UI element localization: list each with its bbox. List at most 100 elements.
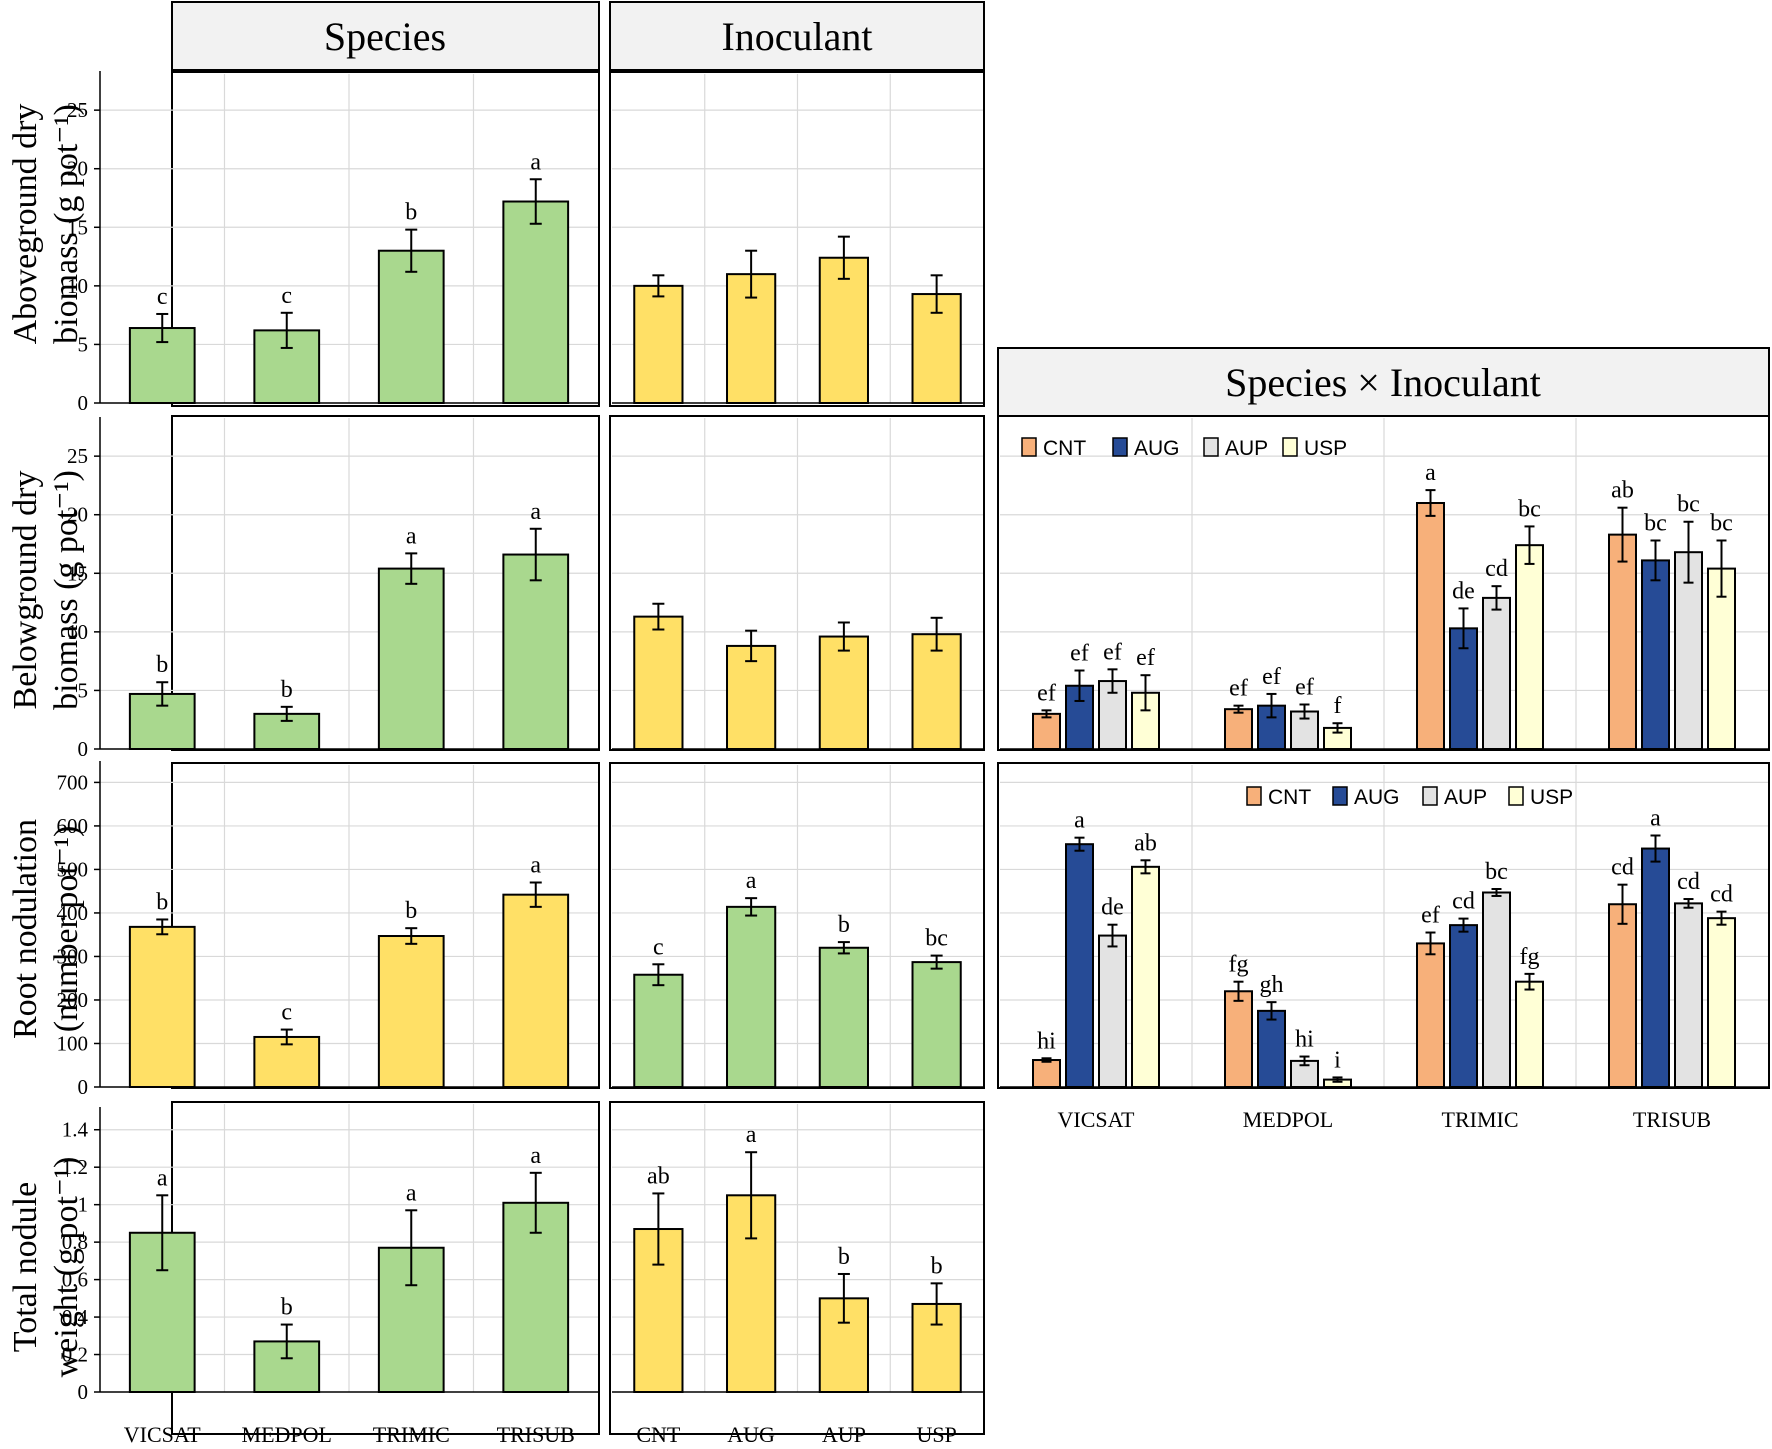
bar-trimic-usp <box>1515 980 1544 1089</box>
y-tick-label: 10 <box>67 620 88 644</box>
significance-letter: a <box>1074 808 1085 834</box>
significance-letter: ab <box>1134 830 1157 856</box>
bar-trimic-aup <box>1482 891 1511 1088</box>
significance-letter: b <box>838 912 850 938</box>
significance-letter: ab <box>1611 478 1634 504</box>
significance-letter: ef <box>1136 645 1155 671</box>
header-inoculant-label: Inoculant <box>721 14 872 59</box>
bar-trisub <box>502 200 570 404</box>
bar-vicsat-aug <box>1065 843 1094 1088</box>
y-tick-label: 700 <box>57 770 89 794</box>
bar-trisub-usp <box>1707 917 1736 1088</box>
significance-letter: de <box>1452 578 1475 604</box>
bar-trisub <box>502 1201 570 1393</box>
legend-swatch-cnt <box>1021 437 1037 457</box>
significance-letter: fg <box>1520 944 1540 970</box>
legend-swatch-aup <box>1203 437 1219 457</box>
significance-letter: ef <box>1037 680 1056 706</box>
y-tick-label: 20 <box>67 503 88 527</box>
y-tick-label: 600 <box>57 814 89 838</box>
y-tick-label: 10 <box>67 274 88 298</box>
header-interaction: Species × Inoculant <box>997 347 1770 417</box>
significance-letter: c <box>281 283 292 309</box>
ylabel-nodule-weight: Total nodule weight (g pot⁻¹) <box>7 1157 85 1378</box>
panel-nodulation-inoculant: c a b bc <box>609 762 985 1089</box>
significance-letter: ef <box>1070 641 1089 667</box>
bar-trisub-usp <box>1707 567 1736 750</box>
significance-letter: bc <box>1644 510 1667 536</box>
bar-trisub <box>502 893 570 1089</box>
bar-medpol-aug <box>1257 1009 1286 1089</box>
significance-letter: i <box>1334 1047 1341 1073</box>
significance-letter: b <box>156 889 168 915</box>
y-tick-label: 500 <box>57 857 89 881</box>
significance-letter: a <box>1650 805 1661 831</box>
significance-letter: f <box>1334 693 1342 719</box>
significance-letter: b <box>931 1253 943 1279</box>
x-tick-label: CNT <box>636 1422 681 1447</box>
y-tick-label: 5 <box>78 678 89 702</box>
significance-letter: ef <box>1421 903 1440 929</box>
x-tick-label: TRISUB <box>1633 1107 1711 1132</box>
y-tick-label: 5 <box>78 332 89 356</box>
significance-letter: a <box>406 1180 417 1206</box>
bar-medpol-cnt <box>1224 990 1253 1088</box>
y-tick-label: 25 <box>67 444 88 468</box>
ylabel-nodulation-line2: (number pot⁻¹) <box>48 826 85 1033</box>
legend-swatch-aup <box>1422 786 1438 806</box>
y-tick-label: 1 <box>78 1193 89 1217</box>
panel-above-inoculant <box>609 71 985 407</box>
legend-label-usp: USP <box>1304 437 1347 460</box>
significance-letter: gh <box>1260 972 1284 998</box>
bar-trimic-cnt <box>1416 942 1445 1088</box>
significance-letter: b <box>405 898 417 924</box>
ylabel-belowground-line1: Belowground dry <box>7 471 44 710</box>
y-tick-label: 100 <box>57 1031 89 1055</box>
ylabel-nodulation-line1: Root nodulation <box>7 819 44 1039</box>
y-tick-label: 0 <box>78 737 89 761</box>
significance-letter: a <box>746 868 757 894</box>
significance-letter: b <box>281 677 293 703</box>
bar-vicsat-cnt <box>1032 712 1061 750</box>
y-tick-label: 200 <box>57 988 89 1012</box>
significance-letter: bc <box>1677 492 1700 518</box>
bar-trisub-aug <box>1641 559 1670 751</box>
significance-letter: ef <box>1262 664 1281 690</box>
significance-letter: b <box>838 1244 850 1270</box>
x-tick-label: MEDPOL <box>242 1422 332 1447</box>
y-tick-label: 0 <box>78 1380 89 1404</box>
bar-medpol-aup <box>1290 710 1319 750</box>
legend-label-aup: AUP <box>1444 786 1487 809</box>
bar-aup <box>818 946 869 1089</box>
significance-letter: bc <box>1710 510 1733 536</box>
bar-trimic <box>377 249 445 404</box>
bar-trimic-aug <box>1449 924 1478 1088</box>
significance-letter: a <box>157 1165 168 1191</box>
significance-letter: de <box>1101 895 1124 921</box>
significance-letter: c <box>157 284 168 310</box>
ylabel-nodule-weight-line1: Total nodule <box>7 1182 44 1352</box>
panel-weight-species: 0 0.2 0.4 0.6 0.8 1 1.2 1.4 a VICSAT b MEDPOL a TRIMI… <box>62 1101 600 1447</box>
bar-aup <box>818 635 869 750</box>
bar-trisub <box>502 553 570 750</box>
y-tick-label: 400 <box>57 901 89 925</box>
bar-vicsat <box>128 925 196 1089</box>
bar-medpol-aug <box>1257 704 1286 751</box>
bar-usp <box>911 633 962 751</box>
panel-nodulation-species: 0 100 200 300 400 500 600 700 b c b a <box>57 761 600 1099</box>
bar-trisub-cnt <box>1608 903 1637 1088</box>
bar-medpol-cnt <box>1224 708 1253 751</box>
legend-swatch-usp <box>1282 437 1298 457</box>
significance-letter: cd <box>1710 882 1733 908</box>
legend-label-cnt: CNT <box>1043 437 1086 460</box>
legend-swatch-cnt <box>1246 786 1262 806</box>
bar-trimic <box>377 935 445 1089</box>
significance-letter: bc <box>1518 496 1541 522</box>
y-tick-label: 20 <box>67 157 88 181</box>
significance-letter: cd <box>1452 889 1475 915</box>
significance-letter: a <box>530 149 541 175</box>
header-species: Species <box>171 1 600 71</box>
y-tick-label: 0 <box>78 391 89 415</box>
ylabel-aboveground: Aboveground dry biomass (g pot⁻¹) <box>7 104 85 345</box>
x-tick-label: AUG <box>727 1422 775 1447</box>
